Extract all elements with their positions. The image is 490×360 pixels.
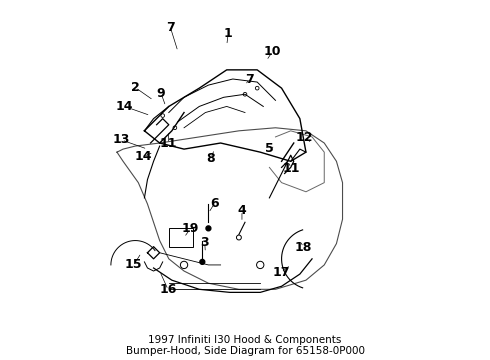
Text: 11: 11 [159, 137, 177, 150]
Circle shape [200, 260, 205, 264]
Text: 10: 10 [264, 45, 281, 58]
Text: 3: 3 [200, 237, 209, 249]
Text: 1997 Infiniti I30 Hood & Components
Bumper-Hood, Side Diagram for 65158-0P000: 1997 Infiniti I30 Hood & Components Bump… [125, 335, 365, 356]
Text: 7: 7 [166, 21, 175, 34]
Text: 4: 4 [238, 204, 246, 217]
Text: 11: 11 [283, 162, 300, 175]
Text: 8: 8 [207, 152, 215, 165]
Text: 14: 14 [116, 100, 133, 113]
Text: 16: 16 [160, 283, 177, 296]
Text: 1: 1 [224, 27, 233, 40]
Text: 12: 12 [295, 131, 313, 144]
Text: 6: 6 [210, 197, 219, 210]
Text: 13: 13 [113, 134, 130, 147]
Circle shape [206, 226, 211, 231]
Text: 14: 14 [134, 150, 151, 163]
Text: 5: 5 [265, 142, 274, 155]
FancyBboxPatch shape [169, 228, 193, 247]
Text: 18: 18 [295, 241, 312, 254]
Text: 19: 19 [181, 222, 199, 235]
Text: 9: 9 [157, 87, 166, 100]
Text: 17: 17 [272, 266, 290, 279]
Text: 7: 7 [245, 72, 254, 86]
Text: 15: 15 [125, 258, 143, 271]
Text: 2: 2 [131, 81, 140, 94]
